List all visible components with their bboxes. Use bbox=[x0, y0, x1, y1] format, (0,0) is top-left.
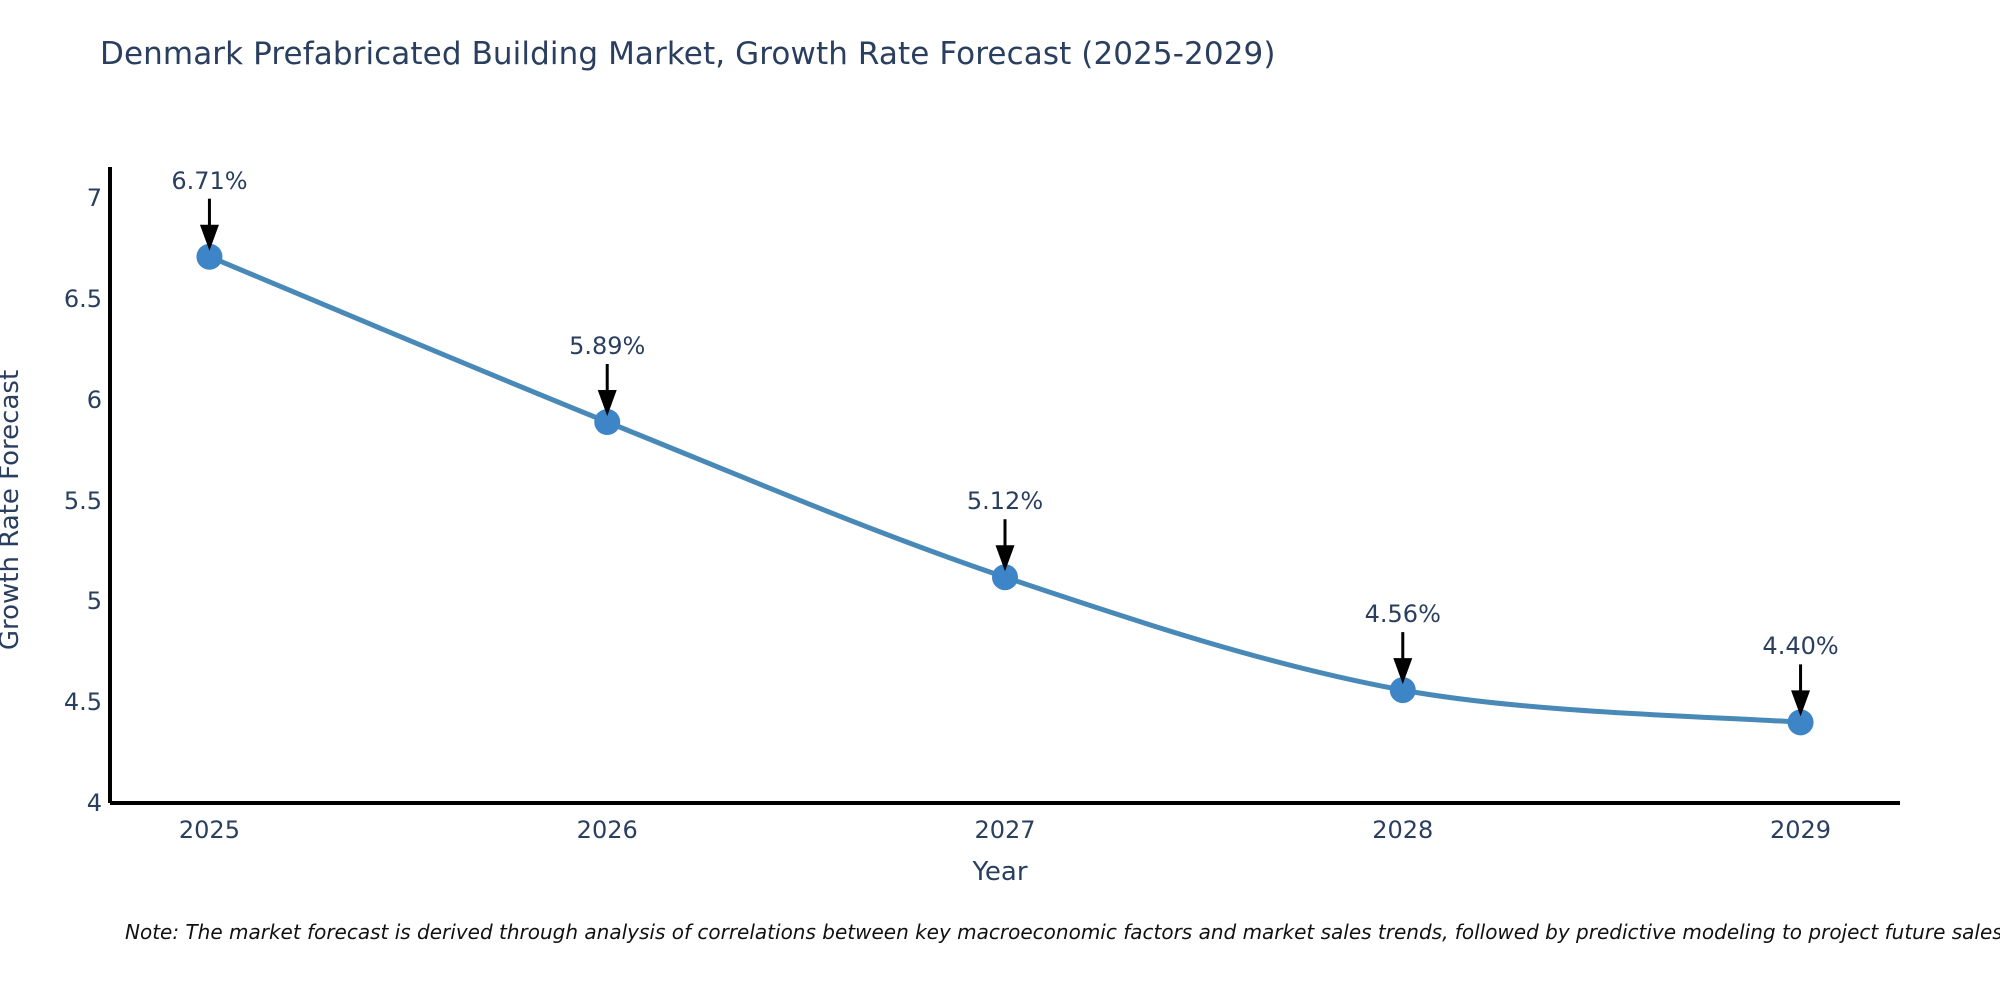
page-title: Denmark Prefabricated Building Market, G… bbox=[100, 36, 1276, 72]
y-axis-tick-labels: 7 6.5 6 5.5 5 4.5 4 bbox=[0, 168, 102, 815]
data-point-labels: 6.71% 5.89% 5.12% 4.56% 4.40% bbox=[110, 168, 1900, 803]
data-point-marker bbox=[1787, 709, 1814, 736]
x-axis-tick-label: 2027 bbox=[974, 816, 1036, 844]
line-chart-svg bbox=[108, 167, 1900, 805]
x-axis-tick-label: 2029 bbox=[1770, 816, 1832, 844]
data-point-marker bbox=[196, 243, 223, 270]
x-axis-tick-label: 2028 bbox=[1372, 816, 1434, 844]
y-axis-tick-label: 6 bbox=[86, 385, 102, 414]
annotation-arrows bbox=[199, 198, 1811, 717]
chart-footnote: Note: The market forecast is derived thr… bbox=[125, 920, 2000, 944]
x-axis-tick-label: 2026 bbox=[576, 816, 638, 844]
data-point-markers bbox=[196, 243, 1814, 736]
x-axis-title: Year bbox=[972, 857, 1028, 887]
x-axis-tick-labels: 2025 2026 2027 2028 2029 bbox=[110, 818, 1900, 858]
data-point-label: 6.71% bbox=[171, 166, 248, 195]
y-axis-tick-label: 4.5 bbox=[63, 688, 102, 717]
data-point-label: 5.12% bbox=[966, 487, 1044, 516]
data-point-marker bbox=[1389, 677, 1416, 704]
axis-lines bbox=[108, 167, 1900, 805]
data-point-label: 4.56% bbox=[1364, 600, 1441, 629]
data-point-marker bbox=[594, 409, 621, 435]
y-axis-tick-label: 5 bbox=[86, 587, 102, 616]
y-axis-tick-label: 7 bbox=[86, 184, 102, 213]
data-point-marker bbox=[992, 564, 1018, 591]
y-axis-tick-label: 5.5 bbox=[63, 486, 102, 515]
data-point-label: 4.40% bbox=[1762, 632, 1839, 661]
plot-area bbox=[108, 167, 1900, 805]
x-axis-tick-label: 2025 bbox=[178, 816, 240, 844]
y-axis-tick-label: 4 bbox=[86, 789, 102, 817]
data-point-label: 5.89% bbox=[569, 332, 646, 360]
y-axis-tick-label: 6.5 bbox=[63, 285, 102, 314]
